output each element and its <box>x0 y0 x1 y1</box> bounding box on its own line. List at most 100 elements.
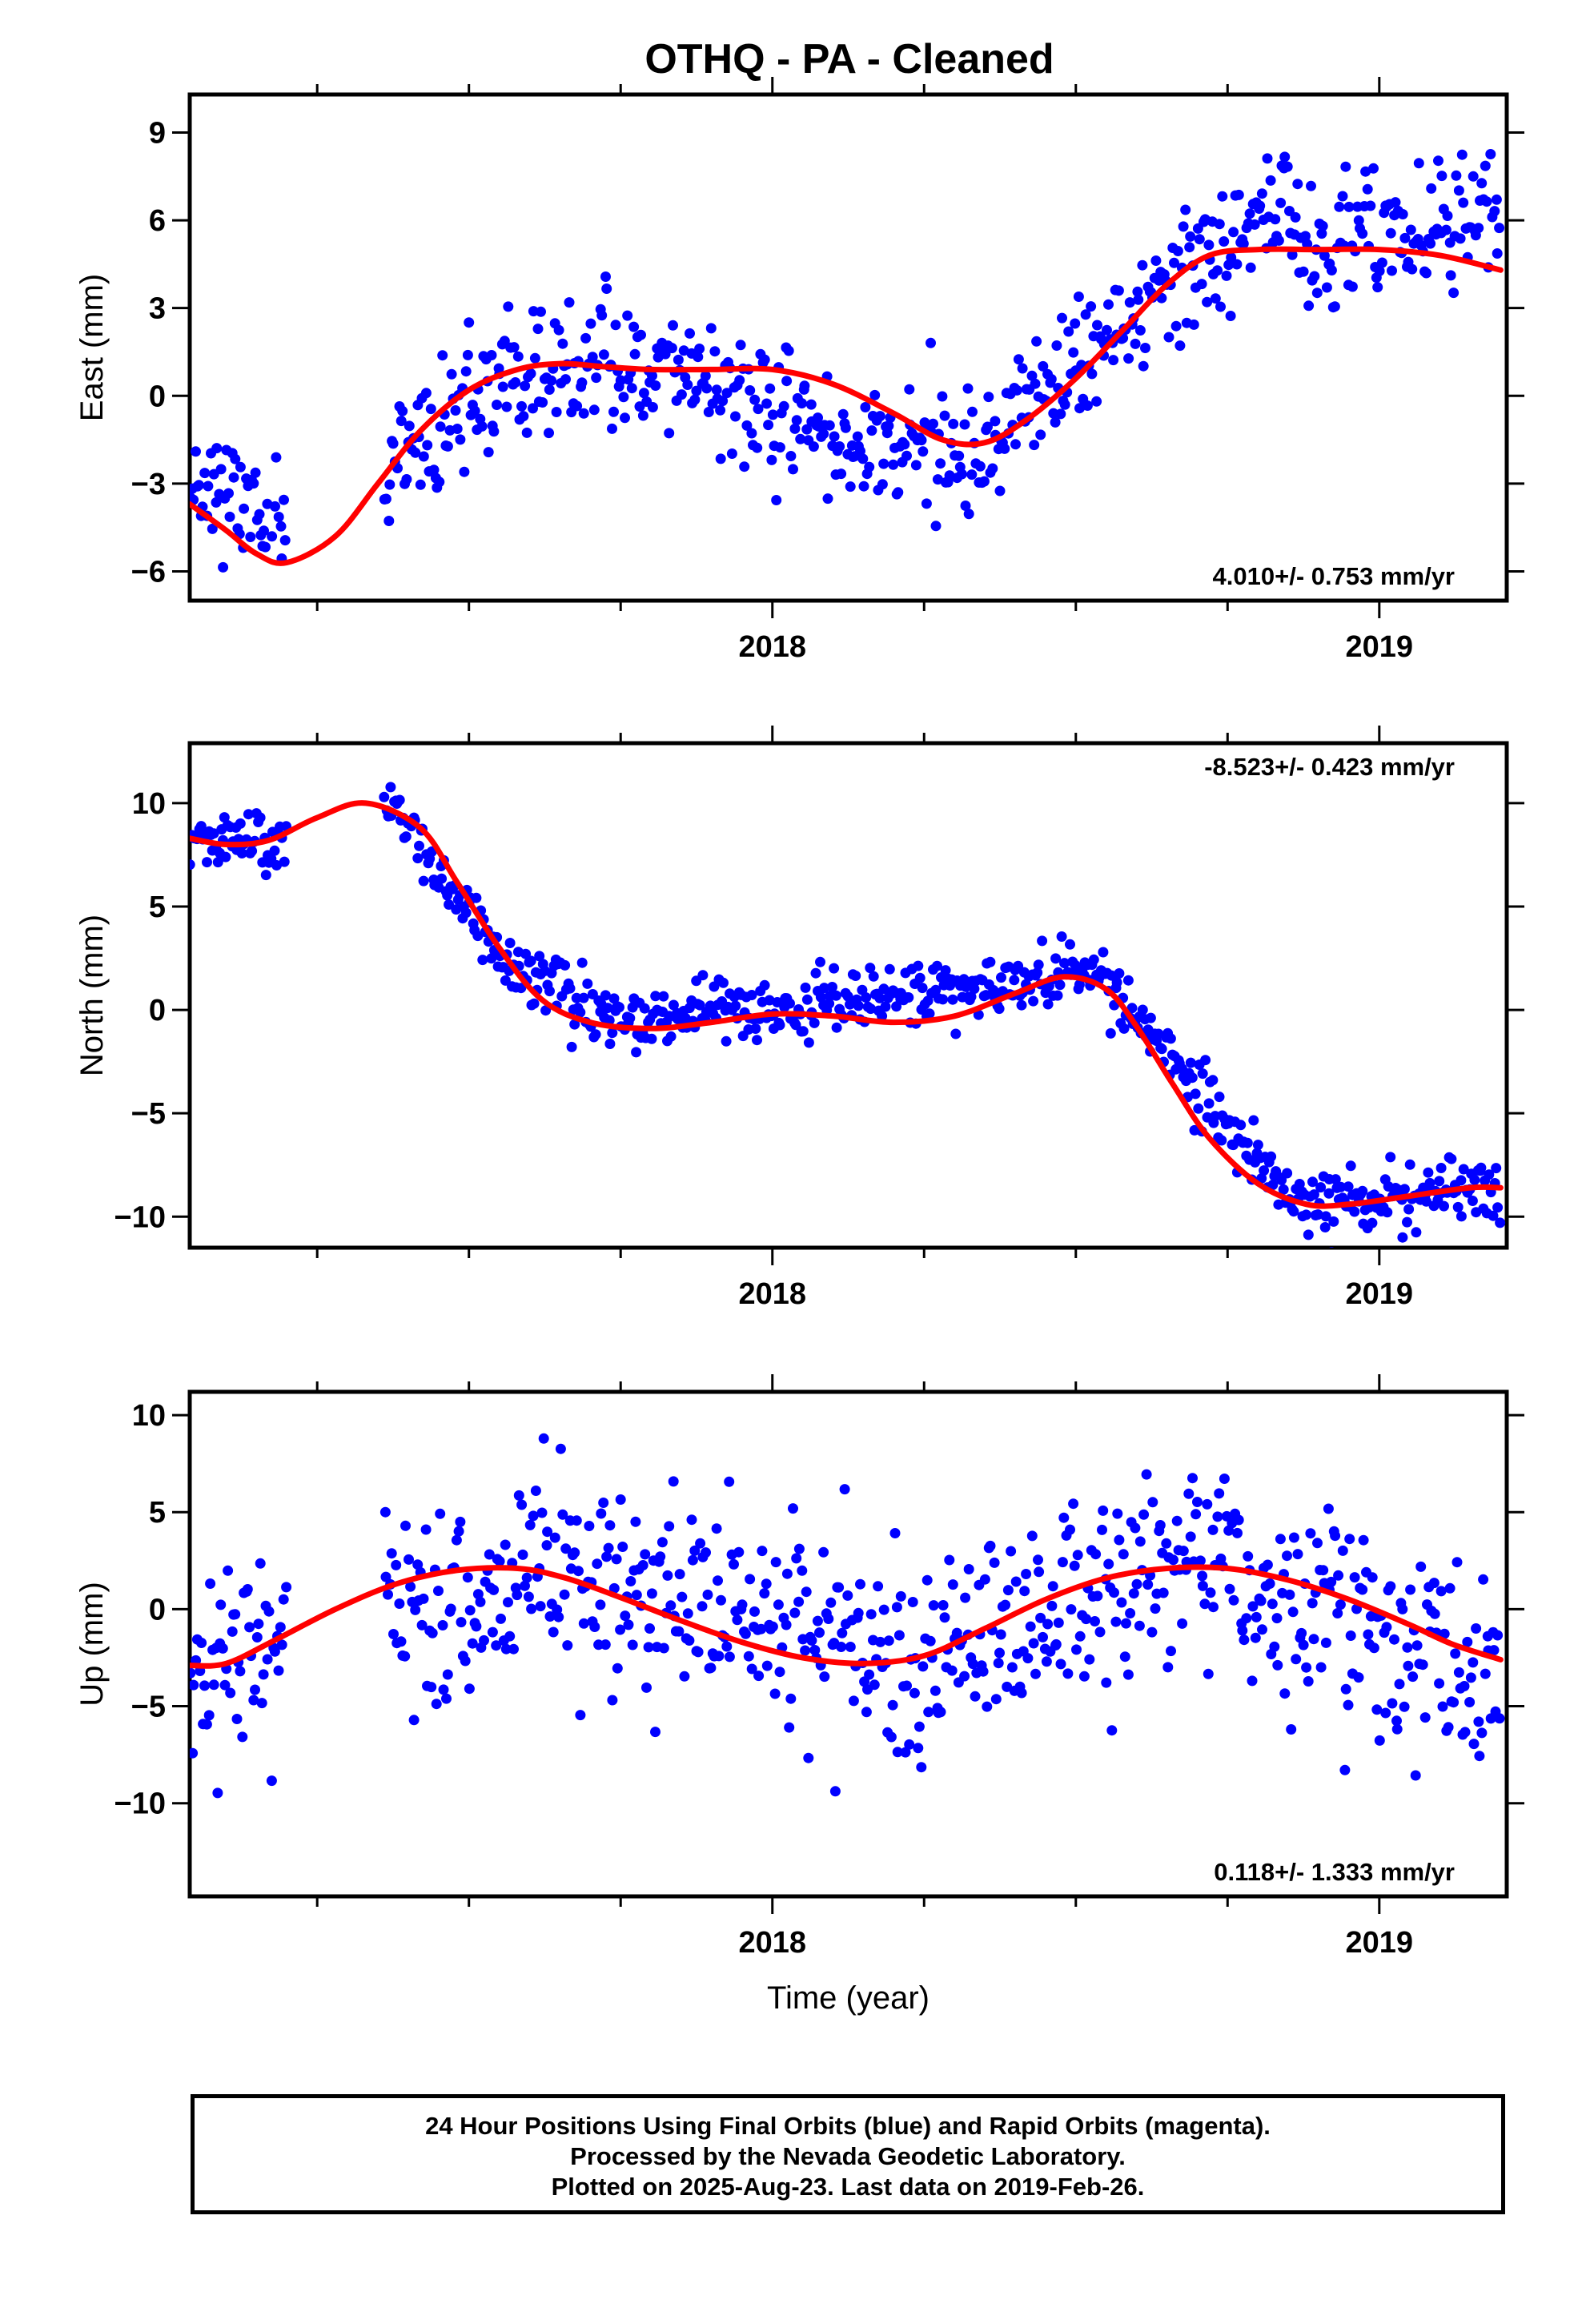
data-point <box>940 965 951 976</box>
data-point <box>452 424 463 434</box>
data-point <box>1242 1137 1253 1148</box>
data-point <box>774 1667 785 1678</box>
data-point <box>528 1510 539 1522</box>
data-point <box>703 407 714 417</box>
data-point <box>860 402 871 412</box>
data-point <box>1478 1574 1489 1585</box>
data-point <box>255 1558 266 1569</box>
data-point <box>695 1538 706 1549</box>
data-point <box>242 1584 253 1594</box>
data-point <box>1381 1622 1392 1633</box>
data-point <box>1134 1536 1146 1547</box>
data-point <box>993 1658 1004 1669</box>
data-point <box>607 1695 618 1706</box>
data-point <box>196 1638 207 1648</box>
data-point <box>1154 1520 1166 1530</box>
data-point <box>1267 1180 1279 1191</box>
data-point <box>499 336 510 347</box>
data-point <box>501 401 512 412</box>
data-point <box>278 1594 289 1605</box>
data-point <box>1329 1247 1335 1248</box>
data-point <box>713 1575 723 1586</box>
data-point <box>1319 250 1330 261</box>
data-point <box>1453 185 1464 196</box>
data-point <box>1245 262 1256 273</box>
data-point <box>1068 1498 1079 1510</box>
data-point <box>684 1635 695 1646</box>
data-point <box>1382 1207 1393 1218</box>
data-point <box>909 1687 920 1699</box>
data-point <box>824 420 835 431</box>
data-point <box>1194 234 1205 245</box>
data-point <box>230 1609 241 1620</box>
data-point <box>536 306 546 317</box>
data-point <box>985 1540 996 1551</box>
data-point <box>1458 1164 1469 1175</box>
data-point <box>541 1540 552 1551</box>
data-point <box>761 1578 772 1590</box>
data-point <box>1372 282 1383 293</box>
data-point <box>1225 311 1236 321</box>
data-point <box>1270 214 1281 225</box>
data-point <box>893 487 904 498</box>
data-point <box>733 1546 745 1558</box>
data-point <box>1185 1057 1196 1068</box>
data-point <box>917 446 929 457</box>
data-point <box>647 402 658 412</box>
data-point <box>1172 246 1183 256</box>
data-point <box>279 494 289 505</box>
data-point <box>899 439 910 450</box>
data-point <box>1142 1579 1154 1590</box>
data-point <box>907 1597 918 1607</box>
data-point <box>1237 1625 1248 1636</box>
y-tick-label: 5 <box>149 1496 166 1530</box>
data-point <box>1188 319 1199 330</box>
data-point <box>418 1593 429 1604</box>
data-point <box>1421 267 1431 279</box>
data-point <box>994 1003 1005 1015</box>
data-point <box>1320 1637 1331 1648</box>
data-point <box>946 1665 958 1676</box>
data-point <box>1092 320 1102 331</box>
data-point <box>978 476 990 487</box>
data-point <box>580 332 592 344</box>
data-point <box>190 1679 199 1691</box>
data-point <box>1435 1163 1447 1173</box>
plot-frame <box>187 1389 1509 1899</box>
data-point <box>1290 211 1301 223</box>
data-point <box>1118 1549 1129 1560</box>
data-point <box>1326 265 1337 275</box>
data-point <box>1340 161 1351 172</box>
data-point <box>435 421 446 432</box>
data-point <box>217 1642 228 1654</box>
data-point <box>682 1608 693 1619</box>
data-point <box>1086 301 1097 312</box>
data-point <box>1056 931 1067 942</box>
data-point <box>195 821 207 832</box>
data-point <box>756 1623 767 1634</box>
data-point <box>1439 1628 1450 1639</box>
data-point <box>475 1596 486 1607</box>
data-point <box>1235 1120 1247 1131</box>
data-point <box>384 479 396 490</box>
y-axis-label: North (mm) <box>74 915 110 1076</box>
data-point <box>693 352 704 363</box>
data-point <box>739 461 750 472</box>
data-point <box>266 1775 277 1787</box>
data-point <box>438 1684 449 1695</box>
data-point <box>1098 1505 1109 1516</box>
data-point <box>1041 1656 1052 1667</box>
data-point <box>1419 1712 1431 1723</box>
chart-title: OTHQ - PA - Cleaned <box>644 36 1054 82</box>
data-point <box>379 1506 391 1518</box>
data-point <box>611 1554 622 1565</box>
data-point <box>1247 1601 1259 1612</box>
data-point <box>462 349 473 360</box>
data-point <box>1445 270 1456 281</box>
data-point <box>535 1601 546 1612</box>
data-point <box>877 479 888 490</box>
data-point <box>781 376 793 387</box>
data-point <box>1415 1561 1427 1572</box>
data-point <box>1320 1211 1331 1222</box>
data-point <box>1046 374 1057 384</box>
